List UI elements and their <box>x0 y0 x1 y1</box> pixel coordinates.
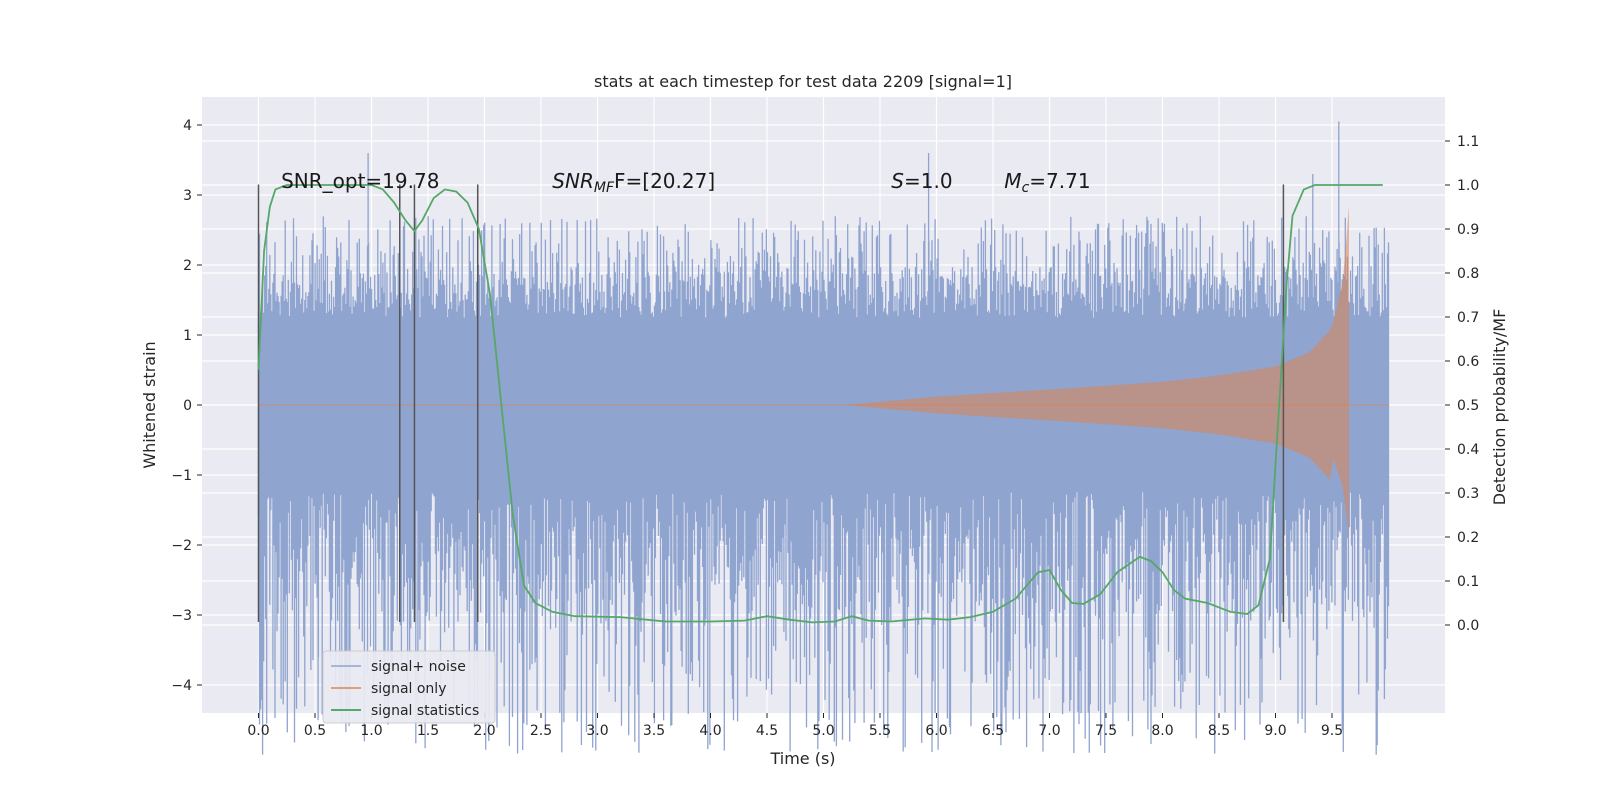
y-tick-label: 0 <box>183 398 192 414</box>
y2-tick-label: 0.8 <box>1457 266 1479 282</box>
y2-tick-label: 1.0 <box>1457 178 1479 194</box>
x-tick-label: 8.0 <box>1151 723 1173 739</box>
y-tick-label: −1 <box>171 468 192 484</box>
x-tick-label: 3.0 <box>586 723 608 739</box>
y-tick-label: 1 <box>183 328 192 344</box>
ticks: 0.0 0.5 1.0 1.5 2.0 2.5 3.0 3.5 4.0 4.5 5.0 5.5 6.0 6… <box>171 118 1479 739</box>
x-tick-label: 9.0 <box>1264 723 1286 739</box>
legend-box <box>322 650 496 724</box>
y-tick-label: −2 <box>171 538 192 554</box>
series-signal-statistics <box>257 184 1383 624</box>
x-tick-label: 7.5 <box>1095 723 1117 739</box>
y-tick-label: 2 <box>183 258 192 274</box>
y2-tick-label: 0.6 <box>1457 354 1479 370</box>
x-tick-label: 2.0 <box>473 723 495 739</box>
y2-tick-label: 0.7 <box>1457 310 1479 326</box>
annotation-3: Mc=7.71 <box>1004 169 1090 196</box>
x-tick-label: 6.5 <box>982 723 1004 739</box>
y-tick-label: −3 <box>171 608 192 624</box>
annotation-1: SNRMFF=[20.27] <box>552 169 715 196</box>
annotation-0: SNR_opt=19.78 <box>281 169 439 193</box>
y2-tick-label: 0.3 <box>1457 486 1479 502</box>
y2-tick-label: 1.1 <box>1457 134 1479 150</box>
annotations: SNR_opt=19.78 SNRMFF=[20.27] S=1.0 Mc=7.71 <box>281 169 1090 196</box>
y2-tick-label: 0.1 <box>1457 574 1479 590</box>
x-tick-label: 5.0 <box>812 723 834 739</box>
x-tick-label: 0.0 <box>247 723 269 739</box>
x-tick-label: 5.5 <box>869 723 891 739</box>
x-tick-label: 6.0 <box>925 723 947 739</box>
legend-label-1: signal only <box>371 681 446 697</box>
x-tick-label: 0.5 <box>304 723 326 739</box>
x-tick-label: 4.0 <box>699 723 721 739</box>
vertical-markers <box>257 184 1285 622</box>
annotation-2: S=1.0 <box>891 169 952 193</box>
x-tick-label: 7.0 <box>1038 723 1060 739</box>
x-tick-label: 2.5 <box>530 723 552 739</box>
x-tick-label: 3.5 <box>643 723 665 739</box>
x-tick-label: 4.5 <box>756 723 778 739</box>
y-tick-label: 4 <box>183 118 192 134</box>
x-tick-label: 1.5 <box>417 723 439 739</box>
y2-tick-label: 0.5 <box>1457 398 1479 414</box>
y-tick-label: 3 <box>183 188 192 204</box>
y-axis-label: Whitened strain <box>140 341 159 468</box>
series-signal-only <box>846 205 1349 537</box>
y-tick-label: −4 <box>171 678 192 694</box>
stats-line <box>257 184 1383 624</box>
y2-tick-label: 0.9 <box>1457 222 1479 238</box>
y2-tick-label: 0.2 <box>1457 530 1479 546</box>
y2-axis-label: Detection probability/MF <box>1490 309 1509 506</box>
x-tick-label: 8.5 <box>1208 723 1230 739</box>
legend: signal+ noise signal only signal statistic… <box>322 650 496 724</box>
y2-tick-label: 0.4 <box>1457 442 1479 458</box>
chirp-envelope <box>846 205 1349 537</box>
legend-label-2: signal statistics <box>371 703 479 719</box>
x-tick-label: 1.0 <box>360 723 382 739</box>
chart-title: stats at each timestep for test data 220… <box>594 72 1012 91</box>
legend-label-0: signal+ noise <box>371 659 466 675</box>
x-axis-label: Time (s) <box>769 749 835 768</box>
x-tick-label: 9.5 <box>1321 723 1343 739</box>
y2-tick-label: 0.0 <box>1457 618 1479 634</box>
